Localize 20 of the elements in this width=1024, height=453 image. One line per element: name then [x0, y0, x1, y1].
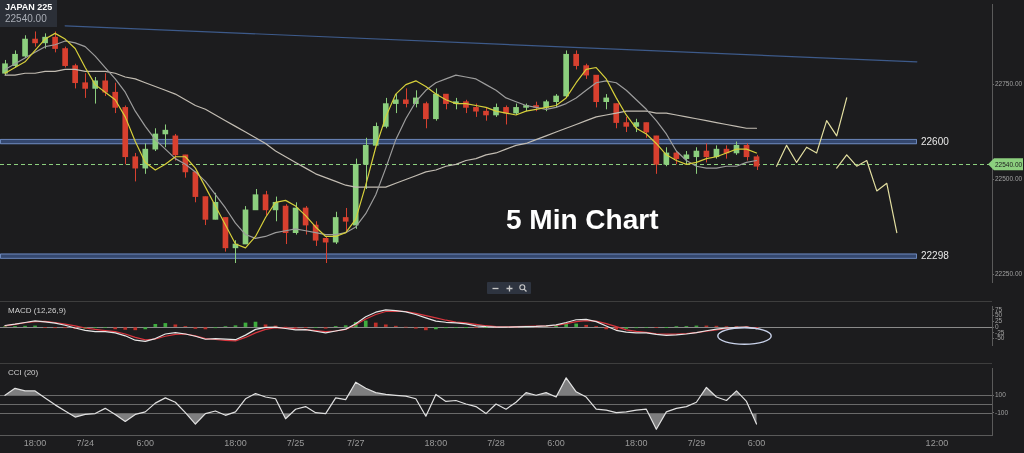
x-tick-label: 18:00 — [23, 437, 47, 448]
band-label: 22298 — [921, 250, 950, 262]
chart-title: JAPAN 225 — [5, 2, 53, 13]
x-tick-label: 18:00 — [424, 437, 448, 448]
x-tick-label: 18:00 — [224, 437, 247, 448]
x-tick-label: 12:00 — [925, 437, 949, 448]
x-tick-label: 18:00 — [625, 437, 648, 448]
x-tick-label: 6:00 — [547, 437, 565, 448]
text: 22540.00 — [5, 13, 48, 25]
annotation: 5 Min Chart — [506, 204, 659, 236]
x-tick-label: 7/28 — [487, 437, 505, 448]
x-tick-label: 7/29 — [687, 437, 706, 448]
band-label: 22600 — [921, 135, 950, 147]
x-tick-label: 6:00 — [747, 437, 766, 448]
x-tick-label: 7/24 — [76, 437, 94, 448]
x-tick-label: 7/25 — [286, 437, 305, 448]
chart-title: MACD (12,26,9) — [8, 306, 66, 315]
x-tick-label: 7/27 — [346, 437, 365, 448]
x-tick-label: 6:00 — [136, 437, 155, 448]
chart-title: CCI (20) — [8, 368, 39, 377]
